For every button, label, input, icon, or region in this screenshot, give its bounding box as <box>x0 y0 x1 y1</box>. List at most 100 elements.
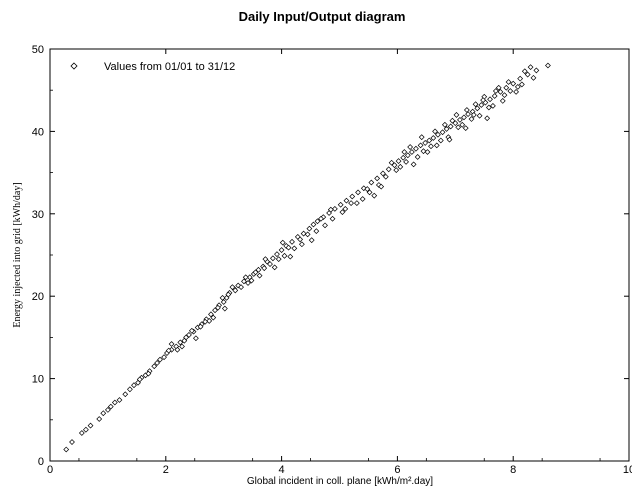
data-point <box>533 67 540 74</box>
data-point <box>122 391 129 398</box>
data-point <box>449 117 456 124</box>
data-point <box>518 81 525 88</box>
data-point <box>221 305 228 312</box>
data-point <box>206 318 213 324</box>
data-point <box>96 416 103 422</box>
data-point <box>105 407 111 413</box>
data-point <box>359 196 366 202</box>
data-point <box>63 446 70 453</box>
data-point <box>255 266 262 273</box>
data-point <box>342 205 349 212</box>
data-point <box>229 284 236 291</box>
data-point <box>116 397 123 403</box>
data-point <box>131 382 137 389</box>
data-point <box>470 112 477 118</box>
data-point <box>521 68 528 75</box>
data-point <box>435 131 441 138</box>
data-point <box>422 140 429 146</box>
data-point <box>404 152 411 159</box>
data-point <box>212 307 218 314</box>
data-point <box>380 170 386 177</box>
y-tick-label: 10 <box>32 374 44 386</box>
data-point <box>314 218 321 225</box>
data-point <box>87 422 94 429</box>
y-tick-label: 50 <box>32 44 44 56</box>
y-tick-label: 0 <box>38 456 44 468</box>
data-point <box>193 335 199 342</box>
data-point <box>285 244 292 251</box>
data-point <box>437 137 444 144</box>
data-point <box>329 215 336 222</box>
data-point <box>78 430 85 436</box>
data-point <box>300 230 307 237</box>
data-point <box>145 370 152 377</box>
data-point <box>462 125 469 131</box>
data-point <box>306 225 313 232</box>
y-tick-label: 40 <box>32 126 44 138</box>
data-point <box>161 354 167 361</box>
data-point <box>154 360 161 366</box>
data-point <box>395 158 402 164</box>
data-point <box>476 112 483 119</box>
data-point <box>527 64 534 71</box>
data-point <box>298 241 305 248</box>
data-point <box>327 206 334 213</box>
data-point <box>465 111 471 117</box>
data-point <box>318 215 324 222</box>
data-point <box>474 105 481 112</box>
data-point <box>283 243 290 249</box>
data-point <box>430 135 437 141</box>
data-point <box>388 159 395 166</box>
data-point <box>501 92 508 99</box>
data-point <box>279 239 286 246</box>
data-point <box>418 134 425 141</box>
data-point <box>337 201 344 208</box>
data-point <box>507 88 514 94</box>
data-point <box>349 193 356 200</box>
data-point <box>256 272 263 279</box>
legend: Values from 01/01 to 31/12 <box>70 61 235 73</box>
data-point <box>308 237 315 244</box>
legend-marker <box>70 62 78 70</box>
data-point <box>513 88 519 95</box>
data-point <box>524 71 531 78</box>
data-point <box>83 426 89 433</box>
x-tick-label: 4 <box>279 464 285 476</box>
data-point <box>151 363 158 370</box>
data-point <box>157 356 163 363</box>
data-point <box>297 236 304 243</box>
x-tick-label: 10 <box>623 464 632 476</box>
data-point <box>274 251 280 258</box>
data-point <box>188 327 195 334</box>
data-point <box>343 197 350 204</box>
data-point <box>413 145 419 152</box>
data-point <box>408 149 415 155</box>
data-point <box>457 116 463 123</box>
data-point <box>485 104 492 111</box>
data-point <box>331 205 338 212</box>
data-point <box>420 148 427 155</box>
data-point <box>371 192 378 199</box>
y-axis-label: Energy injected into grid [kWh/day] <box>12 182 23 327</box>
data-point <box>339 209 346 216</box>
data-point <box>275 256 282 263</box>
data-point <box>505 79 512 85</box>
data-point <box>219 294 226 301</box>
y-tick-label: 20 <box>32 291 44 303</box>
data-point <box>202 318 209 325</box>
data-point <box>452 120 459 127</box>
data-point <box>368 179 375 186</box>
data-point <box>517 75 524 82</box>
data-point <box>510 80 517 87</box>
data-point <box>382 173 389 180</box>
data-point <box>210 314 217 321</box>
data-point <box>453 112 460 118</box>
data-point <box>401 149 408 155</box>
data-point <box>497 88 504 95</box>
data-point <box>417 142 424 149</box>
data-point <box>348 200 354 206</box>
data-point <box>545 62 551 69</box>
data-point <box>461 114 467 121</box>
data-point <box>364 186 371 192</box>
data-point <box>530 74 537 81</box>
